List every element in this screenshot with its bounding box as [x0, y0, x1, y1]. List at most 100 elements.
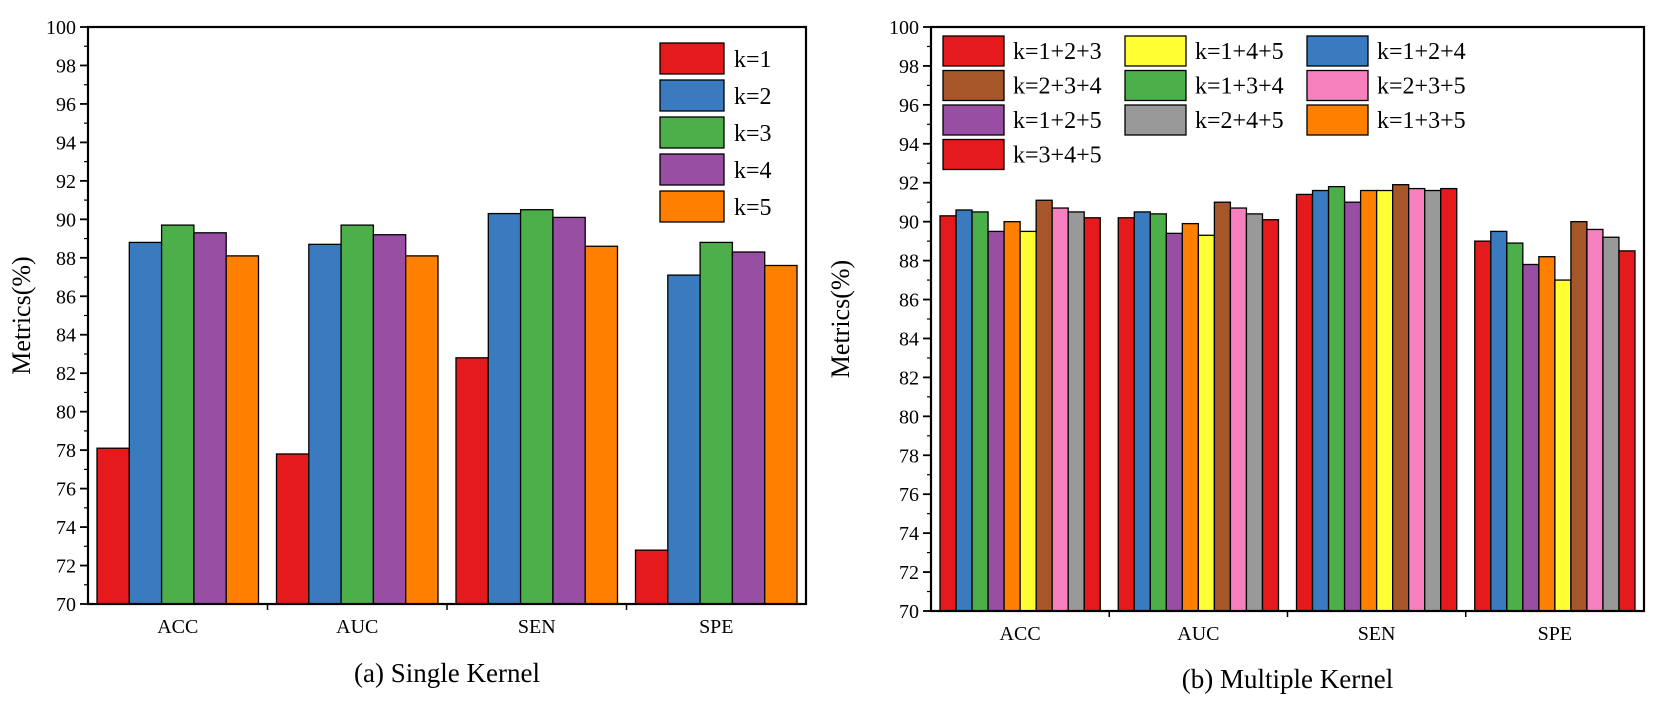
y-tick-label: 100: [889, 17, 919, 39]
legend-swatch: [659, 153, 725, 186]
legend-swatch: [1124, 69, 1187, 102]
bar-sen-k235: [1408, 187, 1426, 612]
bar-auc-k135: [1181, 222, 1200, 612]
bar-spe-k345: [1618, 250, 1636, 612]
bar-acc-k135: [1003, 221, 1021, 612]
bar-spe-k4: [731, 251, 766, 605]
legend-label: k=1+2+5: [1013, 108, 1102, 134]
legend: k=1 k=2 k=3 k=4 k=5: [659, 42, 772, 223]
y-tick-label: 74: [899, 523, 919, 545]
y-axis: 70 72 74 76 78 80 82 84 86 88 90 92 94 96 98 100: [889, 17, 1467, 623]
legend-label: k=1+3+4: [1195, 74, 1284, 100]
y-tick-label: 88: [56, 248, 76, 270]
bar-spe-k134: [1506, 242, 1524, 612]
legend-swatch: [659, 42, 725, 75]
legend-label: k=1: [734, 47, 772, 73]
y-tick-label: 86: [56, 286, 76, 308]
y-tick-label: 94: [56, 132, 76, 154]
legend-label: k=2+3+5: [1377, 74, 1466, 100]
bar-sen-k4: [552, 216, 586, 605]
y-tick-label: 72: [899, 562, 919, 584]
x-tick-label: AUC: [1177, 623, 1219, 645]
y-tick-label: 76: [899, 484, 919, 506]
bar-acc-k2: [128, 241, 163, 605]
x-tick-label: SPE: [699, 616, 733, 638]
bar-spe-k3: [699, 241, 734, 605]
legend-label: k=1+3+5: [1377, 108, 1466, 134]
bar-spe-k234: [1570, 221, 1588, 612]
x-tick-label: SEN: [1358, 623, 1396, 645]
bar-sen-k134: [1327, 185, 1346, 612]
bar-sen-k3: [519, 209, 554, 605]
y-tick-label: 96: [899, 95, 919, 117]
bar-spe-k145: [1554, 279, 1572, 612]
bar-sen-k124: [1311, 189, 1330, 612]
legend-swatch: [1124, 104, 1187, 136]
bar-spe-k235: [1586, 228, 1604, 612]
legend-label: k=1+2+4: [1377, 39, 1466, 65]
chart-caption: (a) Single Kernel: [354, 658, 540, 688]
y-tick-label: 78: [56, 440, 76, 462]
bar-auc-k134: [1149, 213, 1167, 612]
bar-sen-k2: [487, 212, 522, 605]
bar-auc-k125: [1165, 232, 1183, 612]
y-tick-label: 80: [56, 402, 76, 424]
bar-auc-k245: [1245, 213, 1264, 612]
bar-spe-k135: [1538, 256, 1556, 612]
bar-auc-k123: [1117, 217, 1135, 612]
y-axis-title: Metrics(%): [826, 260, 855, 378]
bar-acc-k123: [939, 215, 957, 612]
legend-swatch: [942, 35, 1005, 67]
x-tick-label: ACC: [1000, 623, 1041, 645]
bar-acc-k5: [225, 255, 260, 605]
bar-sen-k125: [1343, 201, 1362, 612]
legend-swatch: [942, 69, 1005, 102]
y-tick-label: 92: [899, 173, 919, 195]
y-tick-label: 98: [899, 56, 919, 78]
y-tick-label: 70: [899, 601, 919, 623]
legend-label: k=1+2+3: [1013, 39, 1102, 65]
bar-acc-k235: [1051, 207, 1069, 612]
y-tick-label: 84: [56, 325, 76, 347]
chart-panel-single-kernel: ACC AUC SEN SPE 70 72 74 76 78 80 82 84 86 88 90 92 94 96…: [7, 17, 808, 688]
y-tick-label: 88: [899, 251, 919, 273]
legend-swatch: [1306, 104, 1369, 136]
bar-auc-k5: [405, 255, 439, 605]
y-axis: 70 72 74 76 78 80 82 84 86 88 90 92 94 96 98 100: [46, 17, 628, 616]
legend-swatch: [659, 116, 725, 149]
bar-acc-k345: [1083, 217, 1101, 612]
bar-acc-k234: [1035, 199, 1053, 612]
y-tick-label: 84: [899, 329, 919, 351]
chart-panel-multiple-kernel: ACC AUC SEN SPE 70 72 74 76 78 80 82 84 86 88 90 92 94 96…: [826, 17, 1646, 694]
bar-sen-k245: [1424, 189, 1442, 612]
y-tick-label: 90: [899, 212, 919, 234]
y-tick-label: 90: [56, 209, 76, 231]
bar-acc-k125: [987, 230, 1005, 612]
legend-label: k=1+4+5: [1195, 39, 1284, 65]
bar-acc-k245: [1067, 211, 1085, 612]
y-axis-title: Metrics(%): [7, 256, 36, 374]
x-tick-label: AUC: [336, 616, 378, 638]
bar-spe-k124: [1490, 230, 1508, 612]
bar-auc-k124: [1133, 211, 1151, 612]
y-tick-label: 100: [46, 17, 76, 39]
y-tick-label: 76: [56, 479, 76, 501]
bar-auc-k4: [372, 234, 407, 605]
y-tick-label: 98: [56, 56, 76, 78]
y-tick-label: 82: [899, 367, 919, 389]
bar-sen-k345: [1440, 187, 1458, 612]
legend-swatch: [1306, 35, 1369, 67]
y-tick-label: 92: [56, 171, 76, 193]
y-tick-label: 96: [56, 94, 76, 116]
legend-label: k=5: [734, 195, 772, 221]
legend-swatch: [942, 138, 1005, 171]
bar-spe-k2: [667, 274, 701, 605]
bars: [939, 184, 1636, 612]
bar-auc-k234: [1213, 201, 1232, 612]
bar-acc-k3: [160, 224, 195, 605]
legend-swatch: [1124, 35, 1187, 67]
legend-label: k=4: [734, 158, 772, 184]
bar-auc-k2: [308, 243, 342, 605]
